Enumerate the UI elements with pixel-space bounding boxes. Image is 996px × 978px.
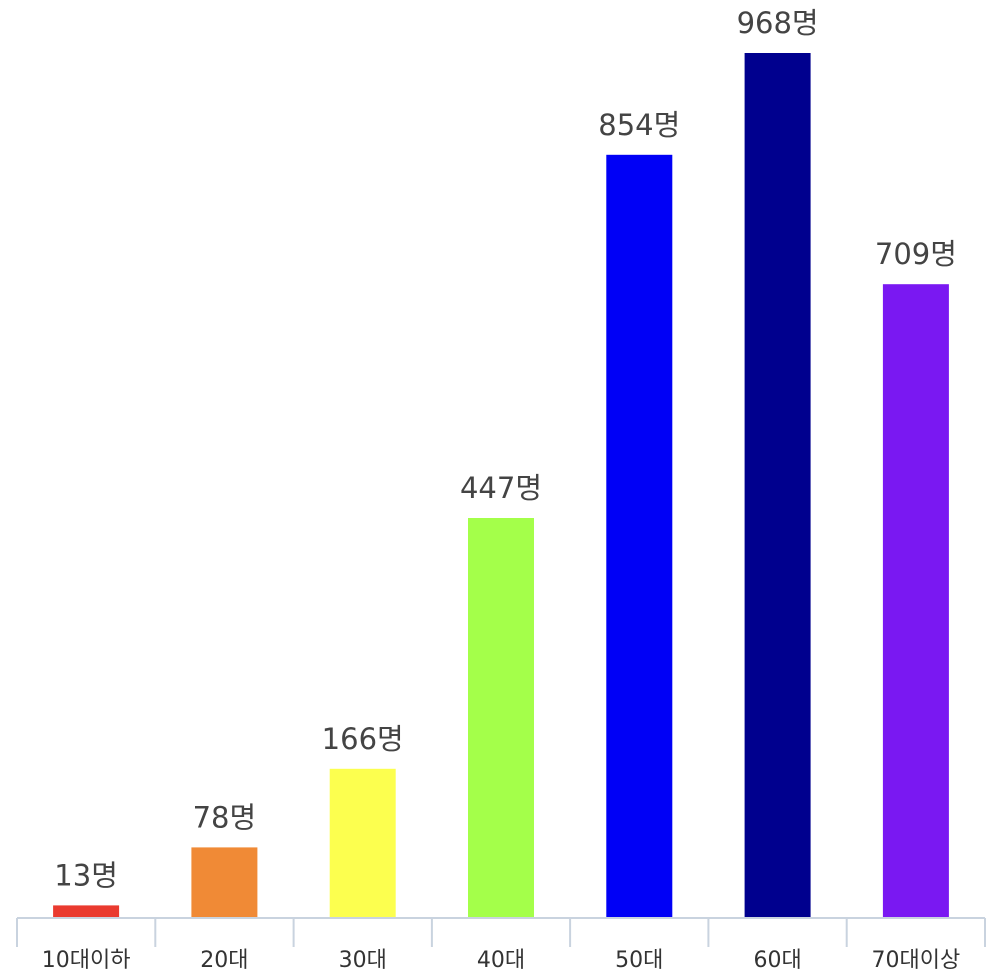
- data-label-6: 968명: [737, 6, 819, 40]
- x-tick-label-5: 50대: [615, 948, 663, 973]
- bar-2: [191, 847, 258, 917]
- bar-4: [468, 518, 534, 917]
- bar-7: [882, 284, 949, 917]
- x-tick-label-3: 30대: [339, 948, 387, 973]
- bars-layer: [53, 53, 949, 918]
- x-axis: [16, 917, 986, 947]
- data-label-5: 854명: [598, 108, 680, 142]
- x-tick-labels-layer: 10대이하 20대 30대 40대 50대 60대 70대이상: [42, 948, 961, 973]
- data-label-7: 709명: [875, 237, 957, 271]
- x-tick-label-4: 40대: [477, 948, 525, 973]
- x-tick-label-1: 10대이하: [42, 948, 131, 973]
- x-tick-label-2: 20대: [200, 948, 248, 973]
- data-label-3: 166명: [322, 722, 404, 756]
- data-label-4: 447명: [460, 471, 542, 505]
- bar-3: [329, 768, 396, 917]
- data-label-1: 13명: [54, 858, 118, 892]
- data-labels-layer: 13명 78명 166명 447명 854명 968명 709명: [54, 6, 957, 892]
- bar-5: [606, 154, 673, 918]
- bar-6: [744, 53, 811, 917]
- bar-1: [53, 905, 120, 917]
- data-label-2: 78명: [193, 800, 257, 834]
- x-tick-label-7: 70대이상: [872, 948, 961, 973]
- x-tick-label-6: 60대: [753, 948, 801, 973]
